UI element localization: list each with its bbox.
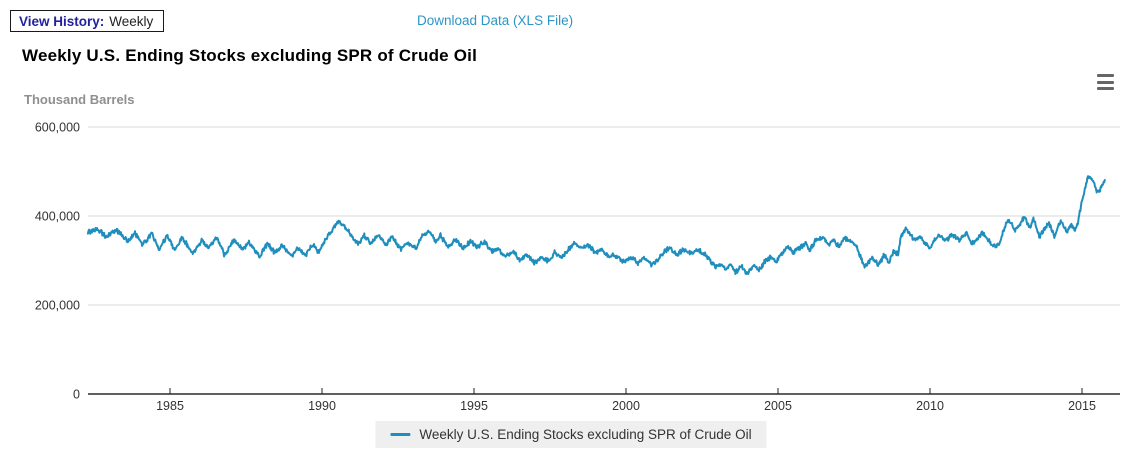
x-axis-tick-label: 2005 [764, 399, 792, 413]
chart-legend-item[interactable]: Weekly U.S. Ending Stocks excluding SPR … [375, 421, 767, 448]
x-axis-tick-label: 2015 [1068, 399, 1096, 413]
series-line[interactable] [86, 175, 1106, 276]
y-axis-tick-label: 400,000 [35, 210, 80, 224]
view-history-label: View History: [19, 13, 105, 29]
x-axis-tick-label: 1985 [156, 399, 184, 413]
x-axis-tick-label: 1995 [460, 399, 488, 413]
y-axis-tick-label: 200,000 [35, 299, 80, 313]
y-axis-title: Thousand Barrels [24, 92, 135, 107]
y-axis-tick-label: 0 [73, 388, 80, 402]
chart-title: Weekly U.S. Ending Stocks excluding SPR … [22, 46, 478, 65]
y-axis-tick-label: 600,000 [35, 121, 80, 135]
x-axis-tick-label: 1990 [308, 399, 336, 413]
hamburger-menu-icon [1097, 87, 1114, 90]
x-axis-tick-label: 2010 [916, 399, 944, 413]
legend-line-marker [390, 433, 411, 436]
legend-label: Weekly U.S. Ending Stocks excluding SPR … [419, 427, 752, 442]
chart-context-menu-button[interactable] [1097, 74, 1114, 90]
view-history-value: Weekly [109, 13, 154, 29]
hamburger-menu-icon [1097, 80, 1114, 84]
hamburger-menu-icon [1097, 74, 1114, 77]
x-axis-tick-label: 2000 [612, 399, 640, 413]
view-history-control[interactable]: View History: Weekly [10, 10, 165, 32]
download-data-link[interactable]: Download Data (XLS File) [417, 13, 574, 28]
